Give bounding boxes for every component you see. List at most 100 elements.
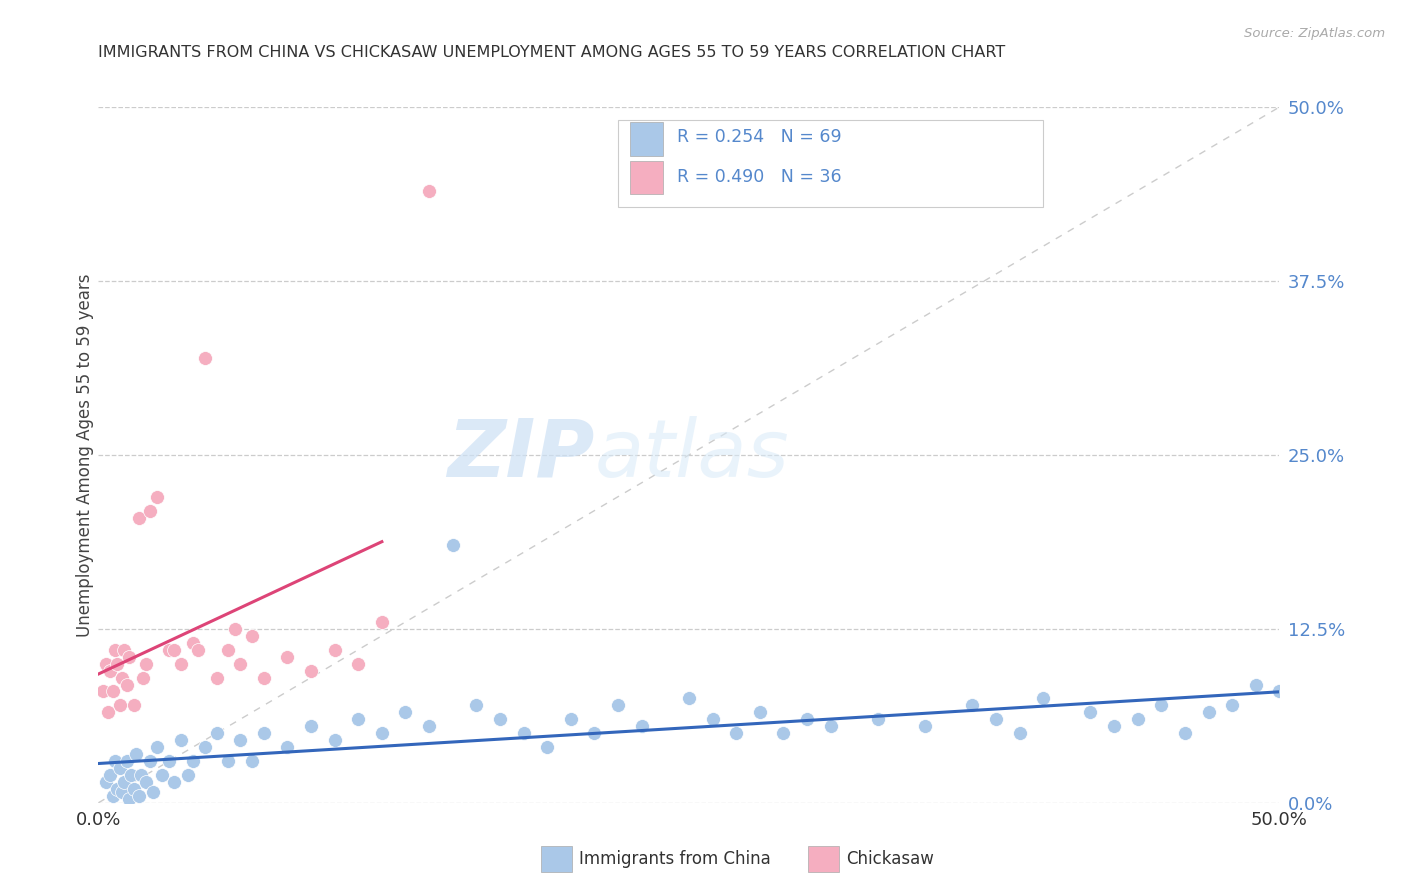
Y-axis label: Unemployment Among Ages 55 to 59 years: Unemployment Among Ages 55 to 59 years — [76, 273, 94, 637]
Point — [1244, 677, 1267, 691]
Point — [122, 698, 145, 713]
Point — [371, 726, 394, 740]
Point — [129, 768, 152, 782]
Text: atlas: atlas — [595, 416, 789, 494]
Point — [560, 712, 582, 726]
Text: Chickasaw: Chickasaw — [846, 850, 934, 868]
Point — [1080, 706, 1102, 720]
Point — [347, 657, 370, 671]
Point — [194, 740, 217, 755]
Point — [441, 538, 464, 552]
Point — [118, 791, 141, 805]
Point — [98, 664, 121, 678]
Point — [276, 649, 298, 664]
Point — [163, 642, 186, 657]
Point — [205, 671, 228, 685]
Text: Source: ZipAtlas.com: Source: ZipAtlas.com — [1244, 27, 1385, 40]
Point — [146, 490, 169, 504]
Point — [1150, 698, 1173, 713]
Point — [112, 642, 135, 657]
Text: IMMIGRANTS FROM CHINA VS CHICKASAW UNEMPLOYMENT AMONG AGES 55 TO 59 YEARS CORREL: IMMIGRANTS FROM CHINA VS CHICKASAW UNEMP… — [98, 45, 1005, 60]
Point — [253, 726, 276, 740]
Point — [229, 657, 252, 671]
Point — [1174, 726, 1197, 740]
Point — [240, 754, 263, 768]
Point — [748, 706, 770, 720]
Point — [465, 698, 488, 713]
Point — [607, 698, 630, 713]
Point — [139, 754, 162, 768]
Point — [177, 768, 200, 782]
Point — [418, 184, 440, 198]
Point — [111, 785, 134, 799]
Point — [132, 671, 155, 685]
Point — [108, 698, 131, 713]
Point — [394, 706, 416, 720]
Point — [94, 775, 117, 789]
Point — [194, 351, 217, 365]
Point — [630, 719, 652, 733]
Point — [118, 649, 141, 664]
Point — [984, 712, 1007, 726]
Point — [97, 706, 120, 720]
Point — [108, 761, 131, 775]
Point — [115, 754, 138, 768]
Point — [217, 642, 239, 657]
Point — [105, 781, 128, 796]
Point — [217, 754, 239, 768]
Point — [796, 712, 818, 726]
Text: R = 0.490   N = 36: R = 0.490 N = 36 — [678, 168, 842, 186]
FancyBboxPatch shape — [619, 120, 1043, 207]
Point — [112, 775, 135, 789]
Point — [418, 719, 440, 733]
Point — [135, 657, 157, 671]
Point — [772, 726, 794, 740]
Point — [157, 754, 180, 768]
Point — [101, 684, 124, 698]
Text: R = 0.254   N = 69: R = 0.254 N = 69 — [678, 128, 842, 146]
Point — [299, 719, 322, 733]
Point — [489, 712, 512, 726]
Point — [105, 657, 128, 671]
Point — [104, 754, 127, 768]
Point — [678, 691, 700, 706]
Point — [1268, 684, 1291, 698]
Point — [962, 698, 984, 713]
Point — [125, 747, 148, 761]
Point — [224, 622, 246, 636]
Point — [101, 789, 124, 803]
Point — [253, 671, 276, 685]
Point — [347, 712, 370, 726]
Point — [583, 726, 606, 740]
Point — [163, 775, 186, 789]
Point — [181, 636, 204, 650]
Point — [205, 726, 228, 740]
Point — [512, 726, 534, 740]
Point — [91, 684, 114, 698]
Point — [702, 712, 724, 726]
Text: Immigrants from China: Immigrants from China — [579, 850, 770, 868]
Point — [157, 642, 180, 657]
Point — [181, 754, 204, 768]
Point — [115, 677, 138, 691]
Point — [128, 510, 150, 524]
Point — [104, 642, 127, 657]
Point — [150, 768, 173, 782]
Point — [725, 726, 748, 740]
Point — [536, 740, 558, 755]
FancyBboxPatch shape — [630, 122, 664, 156]
Point — [187, 642, 209, 657]
Point — [111, 671, 134, 685]
Point — [914, 719, 936, 733]
Point — [139, 503, 162, 517]
Point — [1032, 691, 1054, 706]
Point — [866, 712, 889, 726]
Point — [371, 615, 394, 629]
Point — [94, 657, 117, 671]
Point — [1008, 726, 1031, 740]
FancyBboxPatch shape — [630, 161, 664, 194]
Point — [240, 629, 263, 643]
Point — [170, 733, 193, 747]
Point — [121, 768, 143, 782]
Point — [229, 733, 252, 747]
